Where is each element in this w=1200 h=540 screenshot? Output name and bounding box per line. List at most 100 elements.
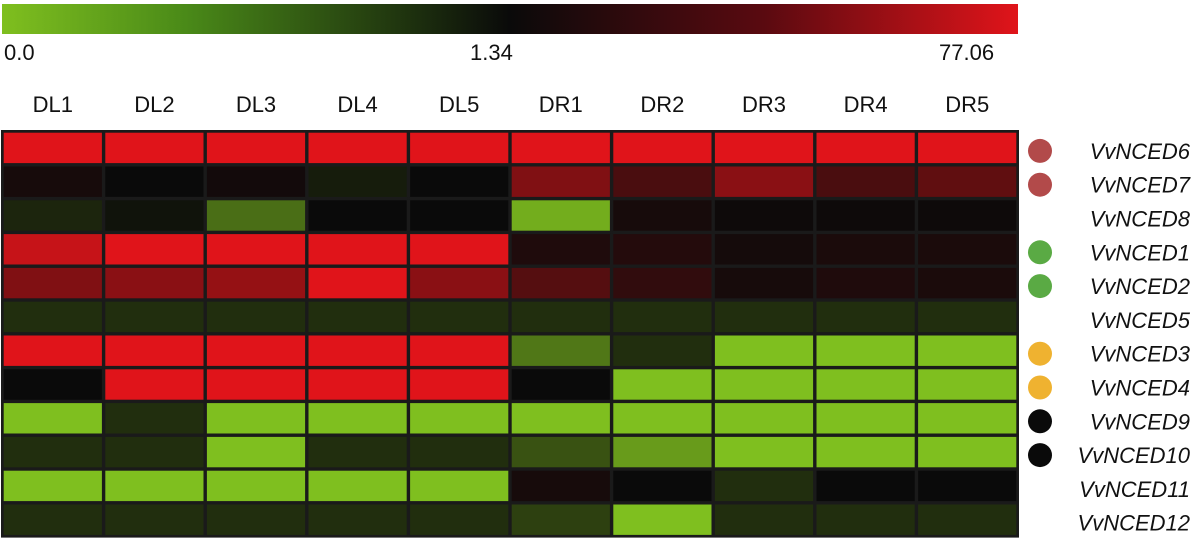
heatmap-cell-vvnced2-dl5 <box>409 266 510 300</box>
heatmap-cell-vvnced7-dr1 <box>510 165 611 198</box>
heatmap-cell-vvnced12-dr1 <box>510 503 611 536</box>
heatmap-cell-vvnced3-dl2 <box>104 334 205 367</box>
heatmap-cell-vvnced8-dl1 <box>2 199 103 232</box>
row-label-vvnced8: VvNCED8 <box>1090 207 1191 232</box>
heatmap-cell-vvnced8-dr2 <box>612 199 713 232</box>
heatmap-cell-vvnced12-dr5 <box>917 503 1018 536</box>
heatmap-cell-vvnced2-dl2 <box>104 266 205 300</box>
heatmap-cell-vvnced8-dr3 <box>713 199 815 232</box>
heatmap-cell-vvnced6-dl2 <box>104 131 205 165</box>
heatmap-cell-vvnced4-dl1 <box>2 368 103 401</box>
heatmap-cell-vvnced4-dr5 <box>917 368 1018 401</box>
heatmap-cell-vvnced4-dr2 <box>612 368 713 401</box>
heatmap-cell-vvnced11-dl3 <box>205 469 307 503</box>
row-label-vvnced12: VvNCED12 <box>1078 511 1190 536</box>
heatmap-cell-vvnced8-dl5 <box>409 199 510 232</box>
column-label-dr1: DR1 <box>539 92 583 117</box>
colorbar-tick-min: 0.0 <box>4 40 35 65</box>
heatmap-cell-vvnced12-dl5 <box>409 503 510 536</box>
heatmap-cell-vvnced8-dl2 <box>104 199 205 232</box>
heatmap-cell-vvnced2-dl4 <box>307 266 408 300</box>
heatmap-cell-vvnced1-dr5 <box>917 233 1018 266</box>
heatmap-cell-vvnced7-dl2 <box>104 165 205 198</box>
heatmap-cell-vvnced4-dr3 <box>713 368 815 401</box>
heatmap-cell-vvnced3-dr4 <box>815 334 916 367</box>
heatmap-cell-vvnced9-dl1 <box>2 402 103 435</box>
heatmap-cell-vvnced5-dr2 <box>612 300 713 334</box>
group-marker-vvnced9 <box>1028 409 1052 434</box>
heatmap-cell-vvnced4-dr4 <box>815 368 916 401</box>
colorbar-tick-mid: 1.34 <box>470 40 513 65</box>
heatmap-cell-vvnced3-dl5 <box>409 334 510 367</box>
heatmap-cell-vvnced8-dr4 <box>815 199 916 232</box>
row-label-vvnced7: VvNCED7 <box>1090 173 1191 198</box>
colorbar-tick-max: 77.06 <box>939 40 995 65</box>
heatmap-cell-vvnced12-dl4 <box>307 503 408 536</box>
heatmap-cell-vvnced6-dr3 <box>713 131 815 165</box>
heatmap-cell-vvnced9-dr3 <box>713 402 815 435</box>
heatmap-cell-vvnced6-dr5 <box>917 131 1018 165</box>
heatmap-cell-vvnced5-dl1 <box>2 300 103 334</box>
heatmap-cell-vvnced2-dr5 <box>917 266 1018 300</box>
heatmap-cell-vvnced6-dl1 <box>2 131 103 165</box>
column-label-dl3: DL3 <box>236 92 276 117</box>
heatmap-cell-vvnced7-dl3 <box>205 165 307 198</box>
group-marker-vvnced7 <box>1028 172 1052 197</box>
heatmap-cell-vvnced12-dl1 <box>2 503 103 536</box>
row-label-vvnced4: VvNCED4 <box>1090 376 1190 401</box>
heatmap-cell-vvnced2-dr4 <box>815 266 916 300</box>
heatmap-cell-vvnced1-dl5 <box>409 233 510 266</box>
heatmap-cell-vvnced1-dl4 <box>307 233 408 266</box>
heatmap-cell-vvnced11-dr4 <box>815 469 916 503</box>
heatmap-cell-vvnced1-dl2 <box>104 233 205 266</box>
heatmap-cell-vvnced6-dl4 <box>307 131 408 165</box>
heatmap-cell-vvnced11-dl4 <box>307 469 408 503</box>
heatmap-cell-vvnced10-dl2 <box>104 435 205 469</box>
group-marker-vvnced1 <box>1028 240 1052 265</box>
row-label-vvnced1: VvNCED1 <box>1090 240 1190 265</box>
heatmap-cell-vvnced4-dl2 <box>104 368 205 401</box>
heatmap-cell-vvnced5-dr1 <box>510 300 611 334</box>
heatmap-cell-vvnced3-dr2 <box>612 334 713 367</box>
heatmap-cell-vvnced12-dr3 <box>713 503 815 536</box>
heatmap-cell-vvnced6-dl5 <box>409 131 510 165</box>
heatmap-cell-vvnced2-dr2 <box>612 266 713 300</box>
heatmap-cell-vvnced3-dl4 <box>307 334 408 367</box>
column-label-dr5: DR5 <box>945 92 989 117</box>
heatmap-cell-vvnced1-dr1 <box>510 233 611 266</box>
heatmap-cell-vvnced5-dr3 <box>713 300 815 334</box>
heatmap-cell-vvnced9-dl3 <box>205 402 307 435</box>
heatmap-cell-vvnced10-dl4 <box>307 435 408 469</box>
heatmap-cell-vvnced7-dl1 <box>2 165 103 198</box>
heatmap-cell-vvnced5-dl2 <box>104 300 205 334</box>
heatmap-cell-vvnced6-dl3 <box>205 131 307 165</box>
heatmap-cell-vvnced7-dl5 <box>409 165 510 198</box>
heatmap-cell-vvnced2-dl1 <box>2 266 103 300</box>
group-marker-vvnced3 <box>1028 341 1052 366</box>
heatmap-cell-vvnced11-dl2 <box>104 469 205 503</box>
heatmap-cell-vvnced5-dr5 <box>917 300 1018 334</box>
heatmap-cell-vvnced1-dl1 <box>2 233 103 266</box>
heatmap-cell-vvnced3-dl3 <box>205 334 307 367</box>
heatmap-cell-vvnced12-dr2 <box>612 503 713 536</box>
heatmap-cell-vvnced2-dr1 <box>510 266 611 300</box>
column-label-dr2: DR2 <box>640 92 684 117</box>
heatmap-cell-vvnced12-dr4 <box>815 503 916 536</box>
heatmap-cell-vvnced10-dr4 <box>815 435 916 469</box>
heatmap-cell-vvnced11-dr3 <box>713 469 815 503</box>
heatmap-cell-vvnced7-dr4 <box>815 165 916 198</box>
heatmap-cell-vvnced3-dl1 <box>2 334 103 367</box>
column-label-dr3: DR3 <box>742 92 786 117</box>
column-label-dl4: DL4 <box>337 92 377 117</box>
heatmap-cell-vvnced7-dr5 <box>917 165 1018 198</box>
heatmap-cell-vvnced10-dr5 <box>917 435 1018 469</box>
heatmap-cell-vvnced10-dr2 <box>612 435 713 469</box>
row-label-vvnced5: VvNCED5 <box>1090 308 1191 333</box>
heatmap-cell-vvnced10-dl3 <box>205 435 307 469</box>
group-marker-vvnced6 <box>1028 138 1052 163</box>
heatmap-cell-vvnced9-dr2 <box>612 402 713 435</box>
heatmap-cell-vvnced3-dr3 <box>713 334 815 367</box>
column-label-dl2: DL2 <box>134 92 174 117</box>
heatmap-cell-vvnced11-dl1 <box>2 469 103 503</box>
